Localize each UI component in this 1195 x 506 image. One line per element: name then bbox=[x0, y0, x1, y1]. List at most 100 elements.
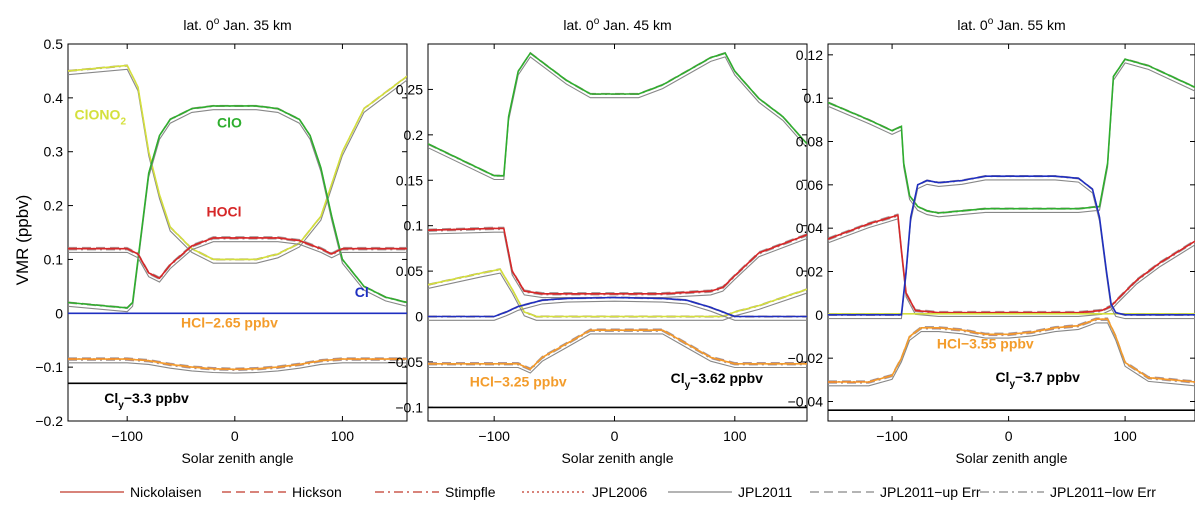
series-hocl-variant-3 bbox=[828, 213, 1195, 312]
series-cl-jpl2011 bbox=[828, 179, 1195, 320]
series-clono2-variant-2 bbox=[68, 65, 407, 261]
y-tick-label: 0 bbox=[55, 305, 63, 321]
annotation-hcl: HCl−3.25 ppbv bbox=[470, 373, 567, 389]
series-hocl bbox=[428, 227, 807, 295]
annotation-cly: Cly−3.3 ppbv bbox=[104, 390, 189, 411]
series-cl bbox=[428, 296, 807, 318]
y-tick-label: −0.02 bbox=[788, 350, 824, 366]
annotation-cly: Cly−3.7 ppbv bbox=[995, 369, 1080, 390]
legend-item: JPL2011 bbox=[668, 484, 792, 500]
y-tick-label: 0.4 bbox=[44, 90, 64, 106]
y-tick-label: 0.06 bbox=[796, 177, 823, 193]
y-tick-label: 0.02 bbox=[796, 264, 823, 280]
series-clono2-jpl2011 bbox=[68, 68, 407, 264]
series-cl-variant-5 bbox=[828, 175, 1195, 316]
series-cl bbox=[828, 175, 1195, 316]
series-hocl-variant-5 bbox=[828, 214, 1195, 313]
series-hcl-variant-4 bbox=[68, 359, 407, 372]
y-tick-label: 0 bbox=[815, 307, 823, 323]
legend-item: Hickson bbox=[222, 484, 342, 500]
plot-frame bbox=[67, 43, 408, 422]
series-hocl-variant-5 bbox=[68, 237, 407, 279]
annotation-hcl: HCl−2.65 ppbv bbox=[181, 314, 278, 330]
series-hocl-variant-4 bbox=[428, 229, 807, 296]
y-tick-label: 0.1 bbox=[804, 90, 824, 106]
legend-item: JPL2006 bbox=[522, 484, 647, 500]
y-tick-label: 0.05 bbox=[396, 263, 423, 279]
series-hcl-jpl2011 bbox=[828, 322, 1195, 387]
y-tick-label: 0.15 bbox=[396, 172, 423, 188]
series-clo-variant-2 bbox=[428, 52, 807, 177]
legend-label: JPL2006 bbox=[592, 484, 647, 500]
series-cl-variant-5 bbox=[428, 296, 807, 317]
x-tick-label: −100 bbox=[478, 428, 510, 444]
series-group bbox=[828, 57, 1195, 411]
series-cl-variant-4 bbox=[828, 176, 1195, 316]
legend-label: Nickolaisen bbox=[130, 484, 202, 500]
series-hocl-variant-4 bbox=[68, 238, 407, 281]
series-cl-variant-1 bbox=[828, 175, 1195, 315]
series-hcl-variant-1 bbox=[428, 328, 807, 369]
chart-title-rest: Jan. 45 km bbox=[599, 17, 671, 33]
chart-title: lat. 0o Jan. 55 km bbox=[957, 16, 1065, 33]
y-tick-label: 0.08 bbox=[796, 134, 823, 150]
legend-label: Stimpfle bbox=[445, 484, 496, 500]
series-clo bbox=[828, 58, 1195, 214]
series-clono2-variant-5 bbox=[68, 64, 407, 260]
series-hocl bbox=[68, 237, 407, 280]
y-tick-label: 0.1 bbox=[404, 218, 424, 234]
series-hocl-jpl2011 bbox=[828, 218, 1195, 317]
series-cl-variant-1 bbox=[428, 296, 807, 317]
series-clo-variant-2 bbox=[828, 59, 1195, 214]
series-hcl bbox=[828, 318, 1195, 383]
series-clono2 bbox=[428, 268, 807, 318]
series-clo-variant-4 bbox=[428, 53, 807, 177]
series-hocl bbox=[828, 214, 1195, 314]
series-group bbox=[428, 51, 807, 409]
chart-title-main: lat. 0 bbox=[563, 17, 594, 33]
series-clono2-variant-4 bbox=[68, 65, 407, 261]
series-hcl bbox=[428, 329, 807, 371]
legend-item: Stimpfle bbox=[375, 484, 496, 500]
y-tick-label: 0.2 bbox=[44, 198, 64, 214]
y-tick-label: 0.3 bbox=[44, 144, 64, 160]
series-clo-variant-3 bbox=[828, 57, 1195, 213]
series-clo-variant-5 bbox=[428, 52, 807, 176]
series-hocl-jpl2011 bbox=[428, 231, 807, 299]
y-tick-label: −0.05 bbox=[388, 354, 424, 370]
x-tick-label: 100 bbox=[1113, 428, 1137, 444]
series-hcl-variant-4 bbox=[428, 331, 807, 372]
series-clono2-variant-3 bbox=[68, 64, 407, 260]
chart-title-rest: Jan. 35 km bbox=[219, 17, 291, 33]
legend-item: JPL2011−up Err bbox=[810, 484, 981, 500]
annotation-hcl: HCl−3.55 ppbv bbox=[937, 335, 1034, 351]
chart-panel-1: lat. 0o Jan. 35 km Solar zenith angle −100… bbox=[35, 16, 408, 466]
series-clono2-variant-1 bbox=[68, 64, 407, 260]
series-hcl-variant-3 bbox=[428, 328, 807, 369]
y-tick-label: 0.1 bbox=[44, 251, 64, 267]
chart-title-sup: o bbox=[988, 16, 994, 27]
chart-title-sup: o bbox=[214, 16, 220, 27]
series-hocl-jpl2011 bbox=[68, 241, 407, 283]
annotation-cly: Cly−3.62 ppbv bbox=[671, 370, 764, 391]
chart-panel-2: lat. 0o Jan. 45 km Solar zenith angle −100… bbox=[388, 16, 808, 466]
legend: Nickolaisen Hickson Stimpfle JPL2006 JPL2011… bbox=[60, 484, 1156, 500]
series-hocl-variant-1 bbox=[68, 236, 407, 278]
legend-label: JPL2011−low Err bbox=[1050, 484, 1156, 500]
series-clo-jpl2011 bbox=[828, 62, 1195, 218]
series-clo-jpl2011 bbox=[428, 56, 807, 181]
chart-title-rest: Jan. 55 km bbox=[993, 17, 1065, 33]
y-tick-label: 0.5 bbox=[44, 36, 64, 52]
x-tick-label: 0 bbox=[1005, 428, 1013, 444]
x-tick-label: −100 bbox=[111, 428, 143, 444]
chart-panel-3: lat. 0o Jan. 55 km Solar zenith angle −100… bbox=[788, 16, 1195, 466]
series-clo-variant-1 bbox=[828, 58, 1195, 214]
series-cl-variant-3 bbox=[828, 175, 1195, 315]
series-hcl-variant-4 bbox=[828, 320, 1195, 384]
legend-label: JPL2011 bbox=[738, 484, 792, 500]
series-clono2 bbox=[68, 64, 407, 261]
y-axis-label: VMR (ppbv) bbox=[13, 195, 32, 286]
series-clo bbox=[428, 51, 807, 177]
chart-title-main: lat. 0 bbox=[183, 17, 214, 33]
